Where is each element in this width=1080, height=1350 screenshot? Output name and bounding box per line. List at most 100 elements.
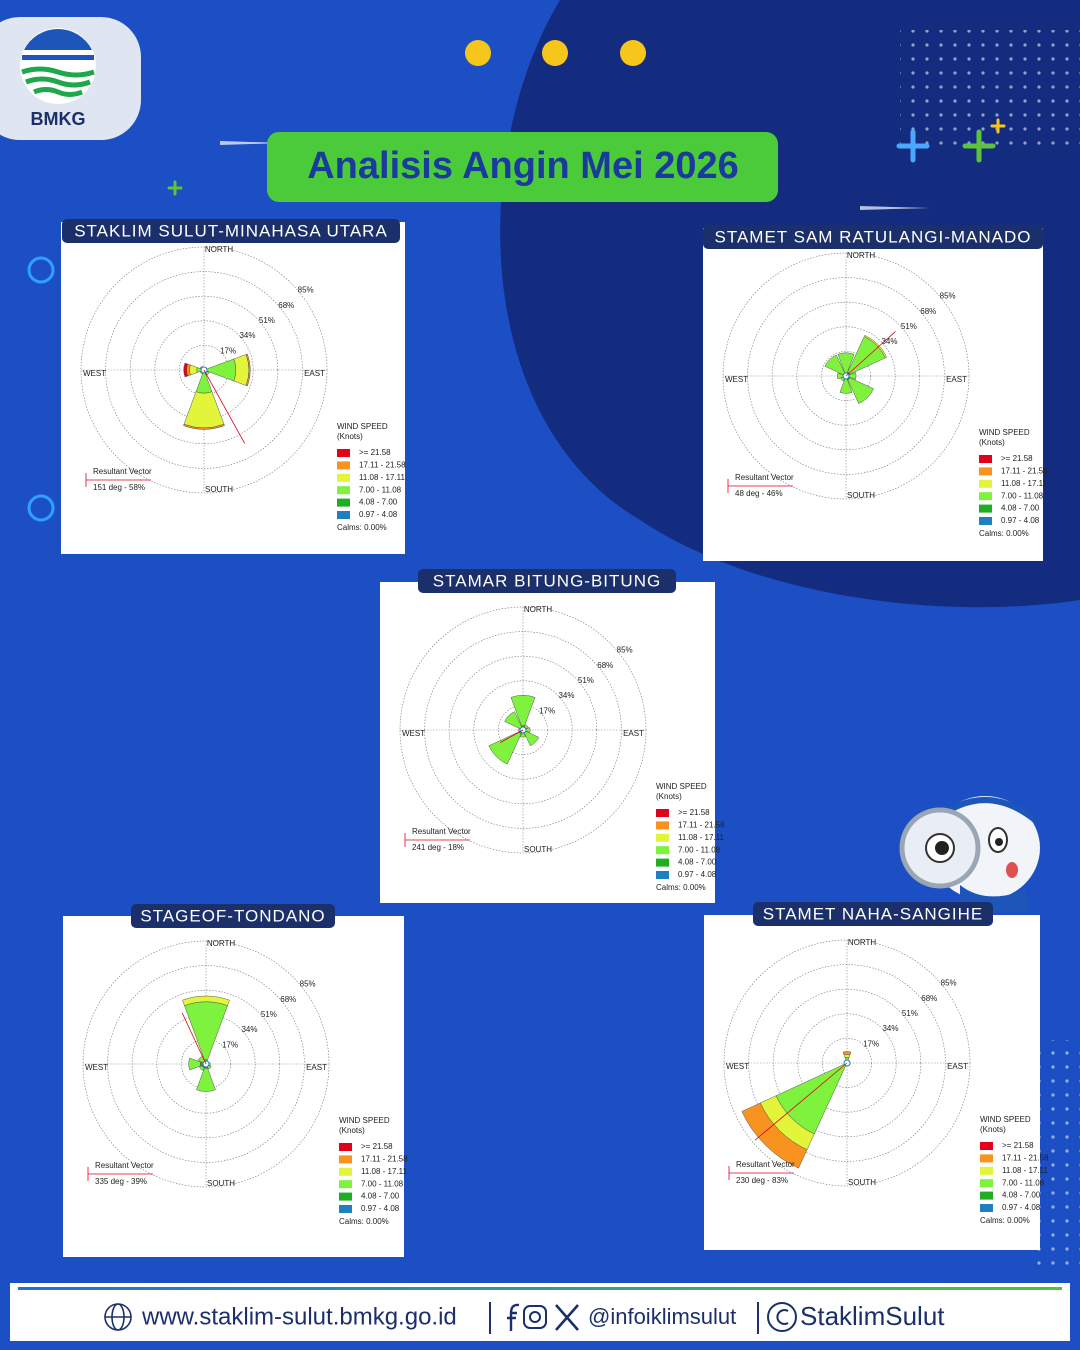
ring xyxy=(797,1013,897,1113)
legend-label: 11.08 - 17.11 xyxy=(359,473,406,482)
petal-segment xyxy=(199,1065,205,1071)
petal-segment xyxy=(183,423,225,430)
legend-label: 11.08 - 17.11 xyxy=(678,833,725,842)
legend-swatch xyxy=(339,1155,352,1164)
legend-swatch xyxy=(339,1180,352,1189)
direction-label: WEST xyxy=(725,375,748,384)
legend-label: 4.08 - 7.00 xyxy=(1002,1191,1041,1200)
ring-label: 85% xyxy=(300,980,316,989)
resultant-vector xyxy=(500,729,524,743)
facebook-icon xyxy=(507,1303,520,1331)
dot-pattern xyxy=(900,30,1080,150)
legend-label: >= 21.58 xyxy=(1001,454,1033,463)
wind-rose-panel: 17%34% 51%68% 85% NORTH EAST SOUTH WEST Resulta… xyxy=(704,902,1049,1250)
legend-swatch xyxy=(980,1142,993,1150)
legend-swatch xyxy=(979,455,992,463)
ring xyxy=(129,295,279,445)
legend-unit: (Knots) xyxy=(980,1125,1006,1134)
legend-label: 17.11 - 21.58 xyxy=(1001,467,1048,476)
petal-segment xyxy=(183,362,189,378)
direction-label: WEST xyxy=(85,1063,108,1072)
ring-label: 17% xyxy=(863,1039,879,1048)
ring-label: 34% xyxy=(241,1025,257,1034)
copyright-icon xyxy=(767,1302,797,1332)
legend-swatch xyxy=(337,461,350,470)
station-title: STAMET SAM RATULANGI-MANADO xyxy=(715,227,1032,246)
panel xyxy=(704,915,1040,1250)
legend-label: >= 21.58 xyxy=(361,1142,393,1151)
ring-label: 17% xyxy=(220,346,236,355)
legend-title: WIND SPEED xyxy=(337,422,388,431)
ring-label: 85% xyxy=(940,292,956,301)
globe-icon xyxy=(104,1303,132,1331)
station-title: STAGEOF-TONDANO xyxy=(140,906,325,925)
ring xyxy=(771,301,921,451)
legend-label: >= 21.58 xyxy=(359,448,391,457)
legend-label: 11.08 - 17.11 xyxy=(1001,479,1048,488)
ring xyxy=(473,680,573,780)
mascot xyxy=(899,796,1040,912)
station-tab xyxy=(131,904,335,928)
ring xyxy=(107,965,305,1163)
wind-rose-panel: 17%34% 51%68% 85% NORTH EAST SOUTH WEST Resulta… xyxy=(63,904,408,1257)
ring-label: 85% xyxy=(298,286,314,295)
footer-line xyxy=(18,1287,1062,1290)
resultant-vector xyxy=(181,1012,207,1065)
resultant-value: 241 deg - 18% xyxy=(412,843,464,852)
ring xyxy=(723,939,971,1187)
ring xyxy=(722,252,970,500)
calms: Calms: 0.00% xyxy=(339,1217,389,1226)
decor-ring xyxy=(27,256,55,284)
legend-swatch xyxy=(979,504,992,513)
resultant-title: Resultant Vector xyxy=(735,473,794,482)
legend-swatch xyxy=(980,1179,993,1188)
direction-label: WEST xyxy=(726,1062,749,1071)
ring xyxy=(424,631,622,829)
ring-label: 34% xyxy=(882,1024,898,1033)
legend-unit: (Knots) xyxy=(337,432,363,441)
direction-label: NORTH xyxy=(848,938,877,947)
decor-plus xyxy=(962,129,996,163)
ring-label: 51% xyxy=(578,676,594,685)
website: www.staklim-sulut.bmkg.go.id xyxy=(141,1303,457,1330)
title-box xyxy=(267,132,778,202)
resultant-vector xyxy=(754,1062,848,1141)
legend-swatch xyxy=(980,1191,993,1200)
legend-unit: (Knots) xyxy=(339,1126,365,1135)
ring-label: 68% xyxy=(278,301,294,310)
ring-label: 68% xyxy=(921,994,937,1003)
direction-label: NORTH xyxy=(847,251,876,260)
resultant-title: Resultant Vector xyxy=(93,467,152,476)
legend-swatch xyxy=(337,511,350,519)
legend-label: 17.11 - 21.58 xyxy=(678,821,725,830)
panel xyxy=(380,582,715,903)
station-tab xyxy=(62,219,400,243)
legend-label: 17.11 - 21.58 xyxy=(359,461,406,470)
legend-unit: (Knots) xyxy=(656,792,682,801)
decor-plus xyxy=(990,118,1006,134)
petal-segment xyxy=(188,1057,201,1071)
legend-label: 0.97 - 4.08 xyxy=(1001,516,1040,525)
ring-label: 68% xyxy=(920,307,936,316)
ring-label: 68% xyxy=(280,995,296,1004)
wind-rose-panel: 17%34% 51%68% 85% NORTH EAST SOUTH WEST Resulta… xyxy=(61,219,406,554)
legend-swatch xyxy=(339,1192,352,1201)
legend-label: 4.08 - 7.00 xyxy=(1001,504,1040,513)
resultant-title: Resultant Vector xyxy=(736,1160,795,1169)
petal-segment xyxy=(510,695,536,727)
legend-label: 0.97 - 4.08 xyxy=(359,510,398,519)
legend-label: 11.08 - 17.11 xyxy=(361,1167,408,1176)
ring xyxy=(131,989,281,1139)
direction-label: NORTH xyxy=(207,939,236,948)
legend-label: >= 21.58 xyxy=(678,808,710,817)
direction-label: EAST xyxy=(947,1062,968,1071)
petal-segment xyxy=(847,377,874,404)
legend-label: 7.00 - 11.08 xyxy=(1002,1178,1045,1187)
ring xyxy=(796,326,896,426)
resultant-value: 335 deg - 39% xyxy=(95,1177,147,1186)
title: Analisis Angin Mei 2026 xyxy=(307,145,739,187)
ring xyxy=(747,277,945,475)
legend-label: 7.00 - 11.08 xyxy=(361,1179,404,1188)
x-icon xyxy=(555,1304,579,1331)
